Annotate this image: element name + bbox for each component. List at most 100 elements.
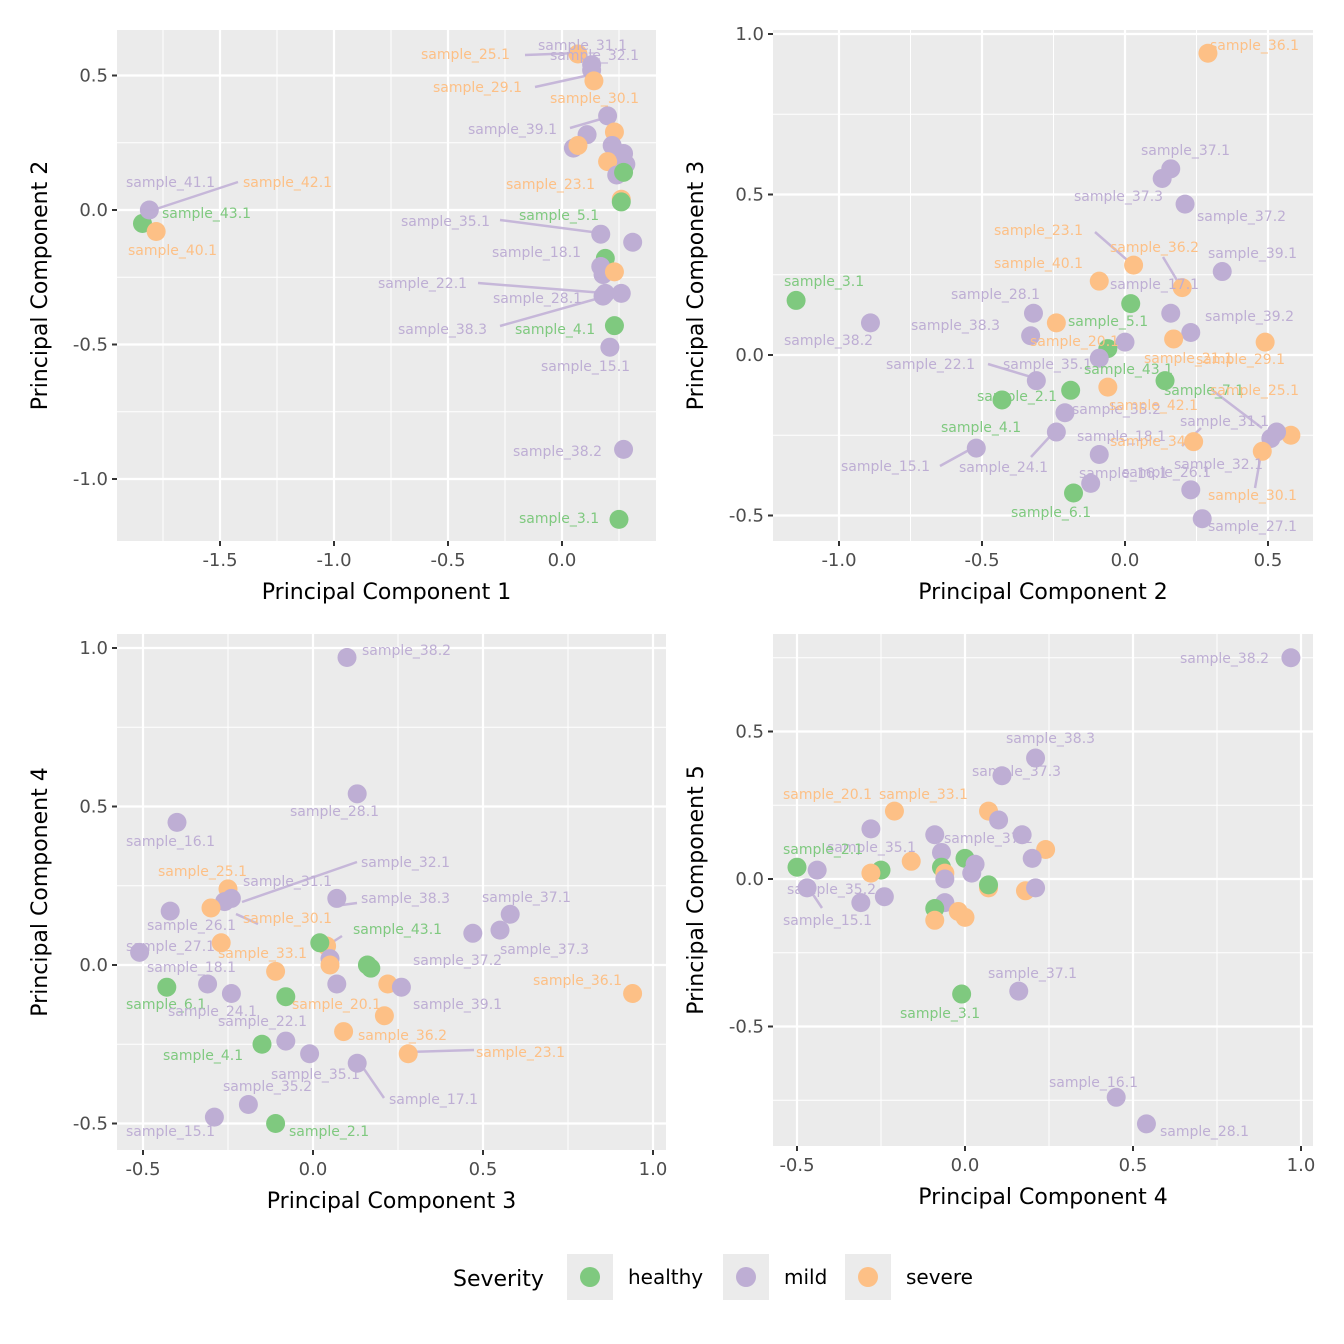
data-point-mild: [1181, 480, 1201, 500]
data-point-mild: [874, 887, 894, 907]
data-point-healthy: [1064, 483, 1084, 503]
data-point-mild: [1281, 648, 1301, 668]
point-label: sample_22.1: [218, 1014, 307, 1030]
y-tick-label: 0.5: [735, 185, 764, 206]
panel-2: -1.0 -0.5 0.0 0.5 1.0 0.5 0.0 -0.5 Principal Com…: [684, 24, 1313, 605]
label-leader-line: [477, 281, 605, 295]
point-label: sample_38.3: [398, 322, 487, 338]
point-label: sample_35.1: [1003, 357, 1092, 373]
x-tick-label: -0.5: [125, 1159, 160, 1180]
point-label: sample_3.1: [784, 274, 864, 290]
label-leader-line: [939, 448, 970, 468]
data-point-healthy: [276, 987, 296, 1007]
data-point-mild: [139, 200, 159, 220]
x-axis-title: Principal Component 4: [918, 1185, 1167, 1210]
point-label: sample_36.2: [358, 1028, 447, 1044]
label-leader-line: [235, 912, 259, 926]
point-label: sample_39.1: [1208, 246, 1297, 262]
point-label: sample_38.2: [1180, 651, 1269, 667]
point-label: sample_20.1: [292, 997, 381, 1013]
point-label: sample_2.1: [783, 842, 863, 858]
data-point-mild: [1081, 473, 1101, 493]
point-label: sample_37.1: [988, 966, 1077, 982]
data-point-mild: [327, 888, 347, 908]
y-tick-label: -0.5: [729, 1017, 764, 1038]
y-tick-label: 0.5: [79, 66, 108, 87]
point-label: sample_23.1: [476, 1045, 565, 1061]
data-point-severe: [568, 44, 588, 64]
data-point-mild: [851, 893, 871, 913]
point-label: sample_38.2: [784, 333, 873, 349]
data-point-severe: [1281, 425, 1301, 445]
point-label: sample_17.1: [389, 1092, 478, 1108]
data-point-severe: [1089, 271, 1109, 291]
data-point-mild: [614, 439, 634, 459]
point-label: sample_2.1: [289, 1124, 369, 1140]
x-tick-label: -0.5: [430, 550, 465, 571]
point-label: sample_38.2: [513, 444, 602, 460]
point-label: sample_23.1: [994, 223, 1083, 239]
data-point-healthy: [604, 316, 624, 336]
data-point-healthy: [786, 290, 806, 310]
data-point-mild: [860, 313, 880, 333]
data-point-healthy: [614, 162, 634, 182]
data-point-severe: [1036, 840, 1056, 859]
data-point-mild: [276, 1031, 296, 1051]
point-label: sample_3.1: [900, 1006, 980, 1022]
data-point-mild: [463, 923, 483, 943]
data-point-healthy: [252, 1034, 272, 1054]
point-label: sample_27.1: [126, 939, 215, 955]
point-label: sample_35.1: [401, 214, 490, 230]
point-label: sample_40.1: [994, 256, 1083, 272]
data-point-mild: [807, 860, 827, 880]
data-point-mild: [1055, 403, 1075, 423]
point-label: sample_30.1: [550, 91, 639, 107]
point-label: sample_40.1: [128, 243, 217, 259]
x-tick-label: -0.5: [964, 550, 999, 571]
point-label: sample_43.1: [353, 922, 442, 938]
data-point-severe: [1252, 441, 1272, 461]
x-tick-label: 0.0: [951, 1155, 980, 1176]
panel-background: [117, 634, 666, 1150]
data-point-mild: [1192, 509, 1212, 529]
point-label: sample_36.2: [1110, 240, 1199, 256]
label-leader-line: [241, 860, 358, 904]
point-label: sample_28.1: [290, 804, 379, 820]
data-point-severe: [1255, 332, 1275, 352]
x-axis-title: Principal Component 2: [918, 580, 1167, 605]
point-label: sample_38.3: [1006, 731, 1095, 747]
data-point-mild: [1115, 332, 1135, 352]
data-point-mild: [600, 337, 620, 357]
point-label: sample_2.1: [977, 389, 1057, 405]
data-point-healthy: [611, 192, 631, 212]
label-leader-line: [534, 74, 586, 89]
point-label: sample_39.2: [1205, 309, 1294, 325]
point-label: sample_43.1: [162, 206, 251, 222]
data-point-severe: [861, 863, 881, 883]
point-label: sample_25.1: [1210, 383, 1299, 399]
point-label: sample_37.2: [944, 831, 1033, 847]
data-point-mild: [931, 842, 951, 862]
data-point-severe: [598, 152, 618, 172]
data-point-mild: [204, 1107, 224, 1127]
data-point-severe: [320, 955, 340, 975]
point-label: sample_35.2: [223, 1079, 312, 1095]
data-point-mild: [238, 1094, 258, 1114]
data-point-mild: [500, 904, 520, 924]
y-tick-label: 1.0: [735, 24, 764, 45]
point-label: sample_31.1: [1180, 414, 1269, 430]
data-point-healthy: [1061, 380, 1081, 400]
data-point-healthy: [361, 958, 381, 978]
data-point-mild: [1023, 303, 1043, 323]
point-label: sample_37.3: [500, 942, 589, 958]
point-label: sample_35.2: [1072, 402, 1161, 418]
y-tick-label: -0.5: [73, 1114, 108, 1135]
x-tick-label: -0.5: [779, 1155, 814, 1176]
data-point-mild: [198, 974, 218, 994]
data-point-mild: [167, 812, 187, 832]
point-label: sample_43.1: [1084, 362, 1173, 378]
data-point-mild: [1026, 748, 1046, 768]
data-point-mild: [130, 942, 150, 962]
data-point-severe: [901, 851, 921, 871]
point-label: sample_16.1: [126, 834, 215, 850]
